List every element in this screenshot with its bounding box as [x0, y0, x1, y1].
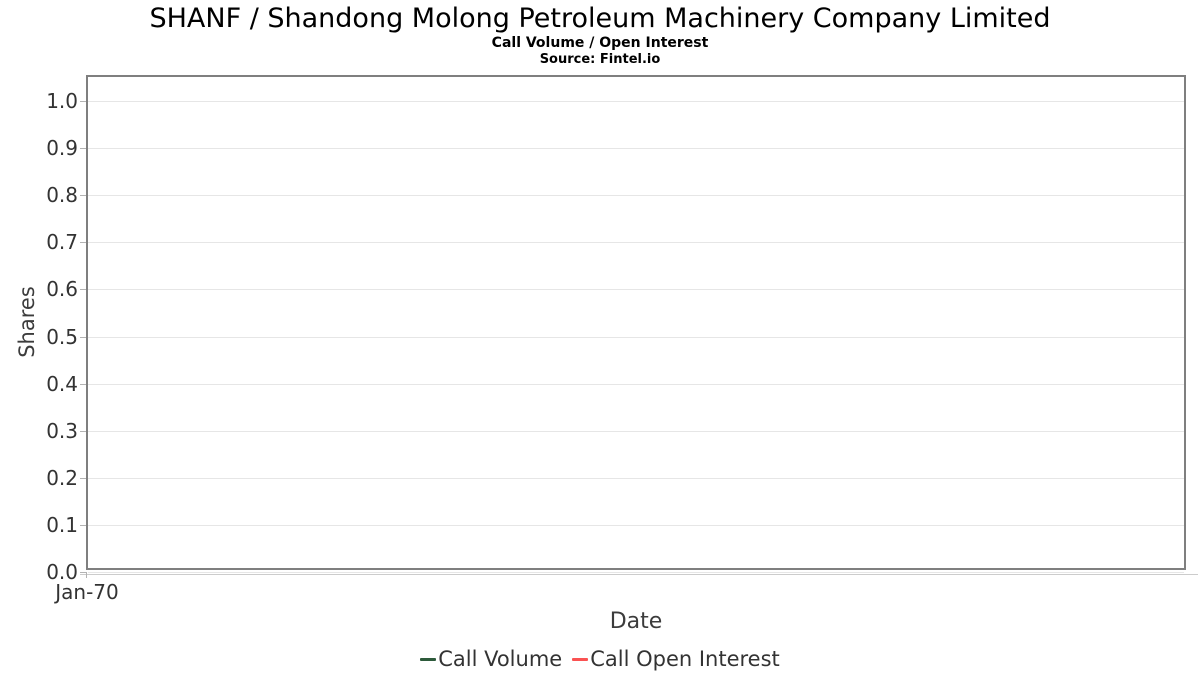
y-axis-tick-label: 0.3 [46, 418, 78, 443]
legend-label: Call Volume [438, 647, 563, 671]
y-axis-tick-mark [80, 524, 86, 526]
y-axis-tick-mark [80, 195, 86, 197]
x-axis-line [80, 574, 1198, 575]
y-axis-tick-mark [80, 148, 86, 150]
y-gridline [88, 383, 1184, 385]
chart-source-label: Source: Fintel.io [539, 52, 661, 67]
y-axis-title: Shares [15, 286, 39, 358]
y-gridline [88, 242, 1184, 244]
y-axis-tick-label: 0.0 [46, 560, 78, 584]
y-axis-tick-label: 0.1 [46, 512, 78, 537]
x-axis-tick-label: Jan-70 [55, 580, 119, 604]
y-axis-tick-mark [80, 572, 86, 573]
y-gridline [88, 572, 1184, 573]
y-axis-tick-mark [80, 383, 86, 385]
y-gridline [88, 524, 1184, 526]
y-axis-tick-label: 0.8 [46, 183, 78, 208]
y-gridline [88, 336, 1184, 338]
y-axis-tick-mark [80, 336, 86, 338]
y-axis-tick-label: 0.4 [46, 371, 78, 396]
y-axis-tick-label: 0.9 [46, 136, 78, 161]
y-gridline [88, 477, 1184, 479]
y-axis-tick-mark [80, 242, 86, 244]
y-axis-tick-label: 1.0 [46, 89, 78, 113]
y-axis-tick-mark [80, 289, 86, 291]
y-gridline [88, 430, 1184, 432]
y-axis-tick-mark [80, 477, 86, 479]
legend: Call Volume Call Open Interest [0, 646, 1200, 672]
y-gridline [88, 101, 1184, 102]
y-axis-tick-mark [80, 101, 86, 102]
y-axis-tick-mark [80, 430, 86, 432]
y-axis-tick-label: 0.6 [46, 277, 78, 302]
chart-title: SHANF / Shandong Molong Petroleum Machin… [149, 3, 1051, 34]
legend-line-icon [420, 657, 437, 661]
legend-label: Call Open Interest [590, 647, 780, 671]
chart-subtitle: Call Volume / Open Interest [491, 35, 709, 51]
y-gridline [88, 195, 1184, 197]
y-gridline [88, 148, 1184, 150]
y-axis-tick-label: 0.2 [46, 465, 78, 490]
y-gridline [88, 289, 1184, 291]
legend-line-icon [572, 657, 589, 661]
x-axis-title: Date [609, 609, 663, 634]
legend-item[interactable]: Call Volume [420, 646, 562, 672]
legend-item[interactable]: Call Open Interest [572, 646, 780, 672]
x-axis-tick-mark [86, 572, 87, 578]
y-axis-tick-label: 0.7 [46, 230, 78, 255]
y-axis-tick-label: 0.5 [46, 324, 78, 349]
plot-area [86, 75, 1186, 573]
